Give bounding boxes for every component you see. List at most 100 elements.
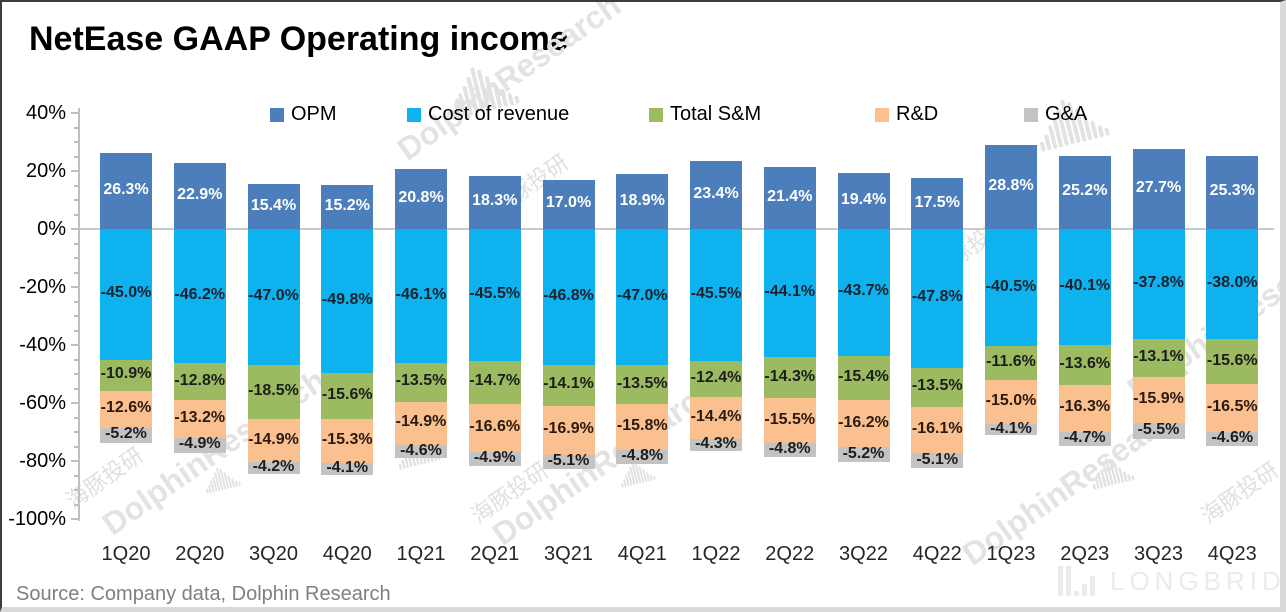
y-axis-label: -100% <box>8 508 66 530</box>
legend-marker-icon <box>1024 107 1038 122</box>
bar-segment-neg3 <box>100 391 152 428</box>
x-axis-label: 4Q22 <box>912 543 962 565</box>
bar-segment-neg2 <box>911 367 964 407</box>
bar-label-neg1: -43.7% <box>838 282 889 300</box>
y-minor-tick <box>74 184 78 187</box>
bar-label-neg1: -40.5% <box>985 277 1037 295</box>
bar-label-neg4: -4.2% <box>252 458 295 476</box>
y-axis-label: -40% <box>19 334 66 356</box>
bar-segment-neg3 <box>1206 384 1259 433</box>
bar-segment-neg4 <box>911 453 964 469</box>
y-minor-tick <box>74 373 78 375</box>
bar-segment-neg3 <box>542 405 595 455</box>
bar-label-neg4: -5.5% <box>1137 420 1180 438</box>
legend-marker-icon <box>270 107 284 122</box>
bar-label-neg3: -16.2% <box>838 413 889 431</box>
bar-label-opm: 18.9% <box>619 191 665 209</box>
bar-segment-neg3 <box>690 396 742 439</box>
bar-label-neg2: -14.1% <box>543 375 594 393</box>
bar-label-neg3: -16.9% <box>543 420 594 438</box>
bar-segment-opm <box>542 179 595 229</box>
bar-segment-neg1 <box>542 229 595 365</box>
y-axis-label: -60% <box>19 392 66 414</box>
bar-segment-neg1 <box>1206 229 1259 340</box>
legend-item-opm: OPM <box>270 103 337 126</box>
bar-label-neg3: -14.9% <box>395 413 447 431</box>
bar-segment-neg1 <box>1058 229 1111 346</box>
bar-segment-neg2 <box>985 346 1037 381</box>
bar-label-opm: 15.2% <box>324 196 370 214</box>
bar-label-neg3: -15.0% <box>985 391 1037 409</box>
y-minor-tick <box>74 300 78 303</box>
y-axis-label: 0% <box>37 218 66 240</box>
bar-segment-neg1 <box>985 229 1037 347</box>
bar-label-neg4: -4.6% <box>1211 428 1254 446</box>
bar-label-neg4: -4.3% <box>695 434 737 452</box>
y-major-tick <box>71 286 78 288</box>
bar-label-neg1: -45.0% <box>100 284 152 302</box>
bar-segment-neg2 <box>1206 339 1259 385</box>
zero-gridline <box>80 228 1274 230</box>
bar-segment-neg2 <box>542 364 595 406</box>
legend-label: R&D <box>896 103 939 125</box>
bar-segment-opm <box>247 184 300 229</box>
bar-segment-neg2 <box>763 356 816 399</box>
bar-label-neg3: -15.5% <box>764 410 816 428</box>
x-axis-label: 2Q20 <box>175 543 225 565</box>
y-minor-tick <box>74 445 78 448</box>
bar-segment-opm <box>173 162 226 229</box>
bar-segment-neg2 <box>100 359 152 392</box>
y-minor-tick <box>74 271 78 274</box>
y-minor-tick <box>74 199 78 201</box>
bar-label-opm: 21.4% <box>767 187 813 205</box>
bar-label-neg1: -45.5% <box>690 284 742 302</box>
y-minor-tick <box>74 474 78 477</box>
x-axis-label: 4Q23 <box>1207 543 1257 565</box>
y-major-tick <box>71 460 78 462</box>
legend-item-g-a: G&A <box>1024 103 1087 126</box>
bar-label-neg1: -47.8% <box>911 288 963 306</box>
bar-segment-neg2 <box>616 365 669 405</box>
bar-label-neg3: -15.3% <box>321 430 373 448</box>
bar-label-neg1: -49.8% <box>321 291 373 309</box>
legend-item-cost-of-revenue: Cost of revenue <box>407 103 569 126</box>
bar-segment-neg4 <box>690 438 742 452</box>
bar-label-opm: 25.3% <box>1209 182 1255 200</box>
bar-label-neg2: -14.3% <box>764 367 816 385</box>
y-axis-label: 40% <box>25 102 66 124</box>
bar-label-neg4: -5.2% <box>842 444 885 462</box>
bar-segment-neg4 <box>1206 432 1259 446</box>
y-minor-tick <box>74 387 78 390</box>
chart-title: NetEase GAAP Operating income <box>29 20 569 58</box>
y-minor-tick <box>74 155 78 158</box>
bar-segment-opm <box>1206 155 1259 229</box>
bar-label-neg3: -16.3% <box>1059 398 1111 416</box>
bar-segment-neg1 <box>1132 229 1185 339</box>
bar-segment-neg3 <box>616 404 669 451</box>
x-axis-label: 3Q22 <box>839 543 888 565</box>
bar-label-neg2: -18.5% <box>248 382 299 400</box>
legend-marker-icon <box>875 107 889 122</box>
bar-label-neg2: -15.6% <box>1206 351 1258 369</box>
bar-segment-neg4 <box>616 450 669 465</box>
bar-label-opm: 19.4% <box>840 190 887 208</box>
bar-label-neg2: -14.7% <box>469 372 521 390</box>
bar-segment-neg1 <box>247 229 300 366</box>
bar-label-neg4: -5.1% <box>547 452 590 469</box>
y-minor-tick <box>74 242 78 245</box>
bar-label-neg3: -13.2% <box>174 409 226 427</box>
bar-segment-neg1 <box>100 229 152 360</box>
y-minor-tick <box>74 416 78 419</box>
bar-label-neg4: -4.9% <box>178 435 221 453</box>
longbridge-logo: LONGBRIDGE <box>1058 564 1280 596</box>
bar-label-neg1: -46.2% <box>174 285 226 303</box>
bar-segment-neg4 <box>763 443 816 458</box>
bar-label-neg3: -16.1% <box>911 420 963 438</box>
y-major-tick <box>71 518 78 520</box>
bar-segment-opm <box>616 174 669 229</box>
bar-label-neg1: -45.5% <box>469 284 521 302</box>
bar-label-neg3: -15.8% <box>616 417 668 435</box>
bar-label-neg2: -13.5% <box>395 372 447 390</box>
y-major-tick <box>71 402 78 404</box>
